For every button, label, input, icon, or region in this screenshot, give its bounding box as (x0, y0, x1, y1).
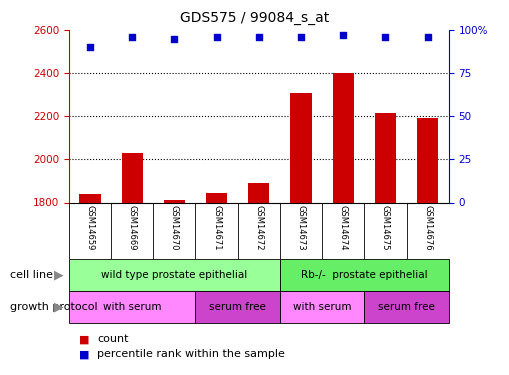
Text: wild type prostate epithelial: wild type prostate epithelial (101, 270, 247, 280)
Text: GSM14671: GSM14671 (212, 206, 221, 251)
Text: GSM14670: GSM14670 (169, 206, 179, 251)
Text: GSM14676: GSM14676 (422, 206, 431, 251)
Bar (279, 259, 448, 291)
Text: ▶: ▶ (54, 300, 64, 313)
Bar (195, 291, 279, 322)
Text: ■: ■ (79, 350, 90, 359)
Point (86, 44, 94, 50)
Point (170, 36, 178, 42)
Bar (332, 73, 353, 202)
Point (423, 34, 431, 40)
Text: percentile rank within the sample: percentile rank within the sample (97, 350, 284, 359)
Point (296, 34, 304, 40)
Bar (290, 93, 311, 202)
Text: GSM14675: GSM14675 (380, 206, 389, 251)
Text: ■: ■ (79, 334, 90, 344)
Bar (121, 153, 143, 203)
Bar (374, 113, 395, 202)
Text: GSM14673: GSM14673 (296, 206, 305, 251)
Text: Rb-/-  prostate epithelial: Rb-/- prostate epithelial (300, 270, 427, 280)
Bar (279, 291, 363, 322)
Bar (363, 291, 448, 322)
Text: GSM14674: GSM14674 (338, 206, 347, 251)
Bar (206, 193, 227, 202)
Text: growth protocol: growth protocol (10, 302, 98, 312)
Text: with serum: with serum (292, 302, 351, 312)
Bar (69, 291, 195, 322)
Bar (69, 259, 279, 291)
Point (338, 32, 347, 38)
Text: serum free: serum free (377, 302, 434, 312)
Text: GSM14659: GSM14659 (86, 206, 94, 251)
Text: GSM14672: GSM14672 (254, 206, 263, 251)
Bar (163, 200, 185, 202)
Text: count: count (97, 334, 128, 344)
Bar (248, 183, 269, 203)
Point (128, 34, 136, 40)
Text: GDS575 / 99084_s_at: GDS575 / 99084_s_at (180, 11, 329, 25)
Point (254, 34, 263, 40)
Point (381, 34, 389, 40)
Text: ▶: ▶ (54, 268, 64, 281)
Text: serum free: serum free (209, 302, 266, 312)
Text: cell line: cell line (10, 270, 53, 280)
Text: with serum: with serum (103, 302, 161, 312)
Bar (416, 118, 437, 202)
Text: GSM14669: GSM14669 (127, 206, 136, 251)
Bar (79, 194, 100, 202)
Point (212, 34, 220, 40)
